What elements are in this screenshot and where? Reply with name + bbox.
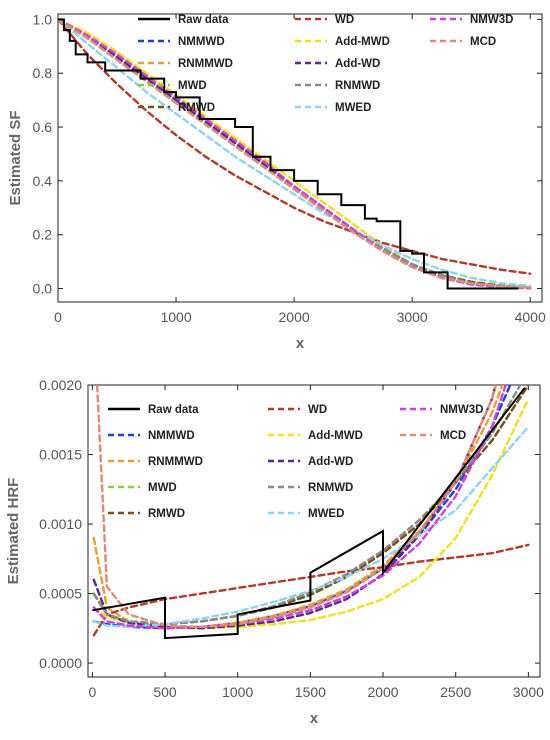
legend-label-nmmwd: NMMWD — [148, 430, 195, 442]
y-tick-label: 0.0015 — [39, 447, 82, 463]
legend-label-add-wd: Add-WD — [308, 456, 353, 468]
y-tick-label: 0.0000 — [39, 655, 82, 671]
legend-label-wd: WD — [335, 14, 354, 26]
y-tick-label: 0.0020 — [39, 377, 82, 393]
series-line-mwed — [92, 425, 530, 629]
y-tick-label: 0.6 — [33, 119, 53, 135]
legend-label-rnmmwd: RNMMWD — [178, 58, 233, 70]
series-line-add-wd — [92, 385, 497, 630]
y-tick-label: 0.0005 — [39, 586, 82, 602]
legend-label-add-mwd: Add-MWD — [308, 430, 363, 442]
series-line-wd — [92, 543, 530, 637]
chart-panel-1: 0 1000 2000 3000 4000 0.0 0.2 0.4 0.6 0.8 1.0 x Esti… — [7, 11, 546, 352]
series-line-mcd — [95, 385, 498, 629]
legend-label-mcd: MCD — [470, 36, 496, 48]
legend-label-raw-data: Raw data — [148, 404, 199, 416]
series-line-mcd — [58, 18, 532, 289]
legend-label-rnmwd: RNMWD — [335, 80, 380, 92]
y-tick-label: 0.2 — [33, 227, 53, 243]
y-tick-label: 0.4 — [33, 173, 53, 189]
y-axis-title: Estimated HRF — [5, 478, 22, 585]
legend-label-wd: WD — [308, 404, 327, 416]
y-tick-label: 1.0 — [33, 11, 53, 27]
series-line-nmw3d — [92, 385, 507, 630]
legend-label-nmmwd: NMMWD — [178, 36, 225, 48]
series-line-rnmwd — [92, 385, 522, 626]
legend-label-mwd: MWD — [148, 482, 177, 494]
y-tick-label: 0.0 — [33, 281, 53, 297]
x-tick-label: 3000 — [513, 684, 544, 700]
legend-label-add-wd: Add-WD — [335, 58, 380, 70]
legend-label-rnmwd: RNMWD — [308, 482, 353, 494]
series-line-add-mwd — [58, 18, 532, 290]
legend-label-nmw3d: NMW3D — [440, 404, 483, 416]
plot-area — [92, 385, 530, 640]
legend-label-rnmmwd: RNMMWD — [148, 456, 203, 468]
legend-label-mwed: MWED — [308, 508, 344, 520]
x-tick-label: 1500 — [295, 684, 326, 700]
legend: Raw data NMMWD RNMMWD MWD RMWD WD Add-MWD Add-W… — [138, 14, 513, 114]
legend-label-add-mwd: Add-MWD — [335, 36, 390, 48]
plot-frame — [87, 384, 541, 678]
y-axis-title: Estimated SF — [7, 110, 24, 205]
series-line-raw-data — [58, 18, 519, 290]
x-tick-label: 2000 — [279, 309, 310, 325]
legend: Raw data NMMWD RNMMWD MWD RMWD WD Add-MWD Add-W… — [108, 404, 483, 520]
x-tick-label: 1000 — [222, 684, 253, 700]
x-axis-title: x — [296, 335, 305, 352]
x-tick-label: 500 — [153, 684, 177, 700]
legend-label-rmwd: RMWD — [178, 102, 215, 114]
plot-frame — [57, 13, 543, 303]
series-line-raw-data — [92, 387, 526, 640]
legend-label-mwd: MWD — [178, 80, 207, 92]
x-tick-label: 3000 — [397, 309, 428, 325]
y-tick-label: 0.0010 — [39, 516, 82, 532]
x-tick-label: 2000 — [367, 684, 398, 700]
x-tick-label: 0 — [88, 684, 96, 700]
legend-label-mcd: MCD — [440, 430, 466, 442]
legend-label-raw-data: Raw data — [178, 14, 229, 26]
legend-label-mwed: MWED — [335, 102, 371, 114]
chart-panel-2: 0 500 1000 1500 2000 2500 3000 0.0000 0.0005 0.00… — [5, 377, 544, 727]
x-axis-title: x — [310, 710, 319, 727]
series-line-wd — [58, 18, 532, 275]
series-line-mwed — [58, 18, 532, 288]
y-tick-label: 0.8 — [33, 65, 53, 81]
legend-label-nmw3d: NMW3D — [470, 14, 513, 26]
x-tick-label: 4000 — [515, 309, 546, 325]
legend-label-rmwd: RMWD — [148, 508, 185, 520]
plot-area — [58, 18, 532, 290]
x-tick-label: 2500 — [440, 684, 471, 700]
x-tick-label: 1000 — [160, 309, 191, 325]
x-tick-label: 0 — [54, 309, 62, 325]
